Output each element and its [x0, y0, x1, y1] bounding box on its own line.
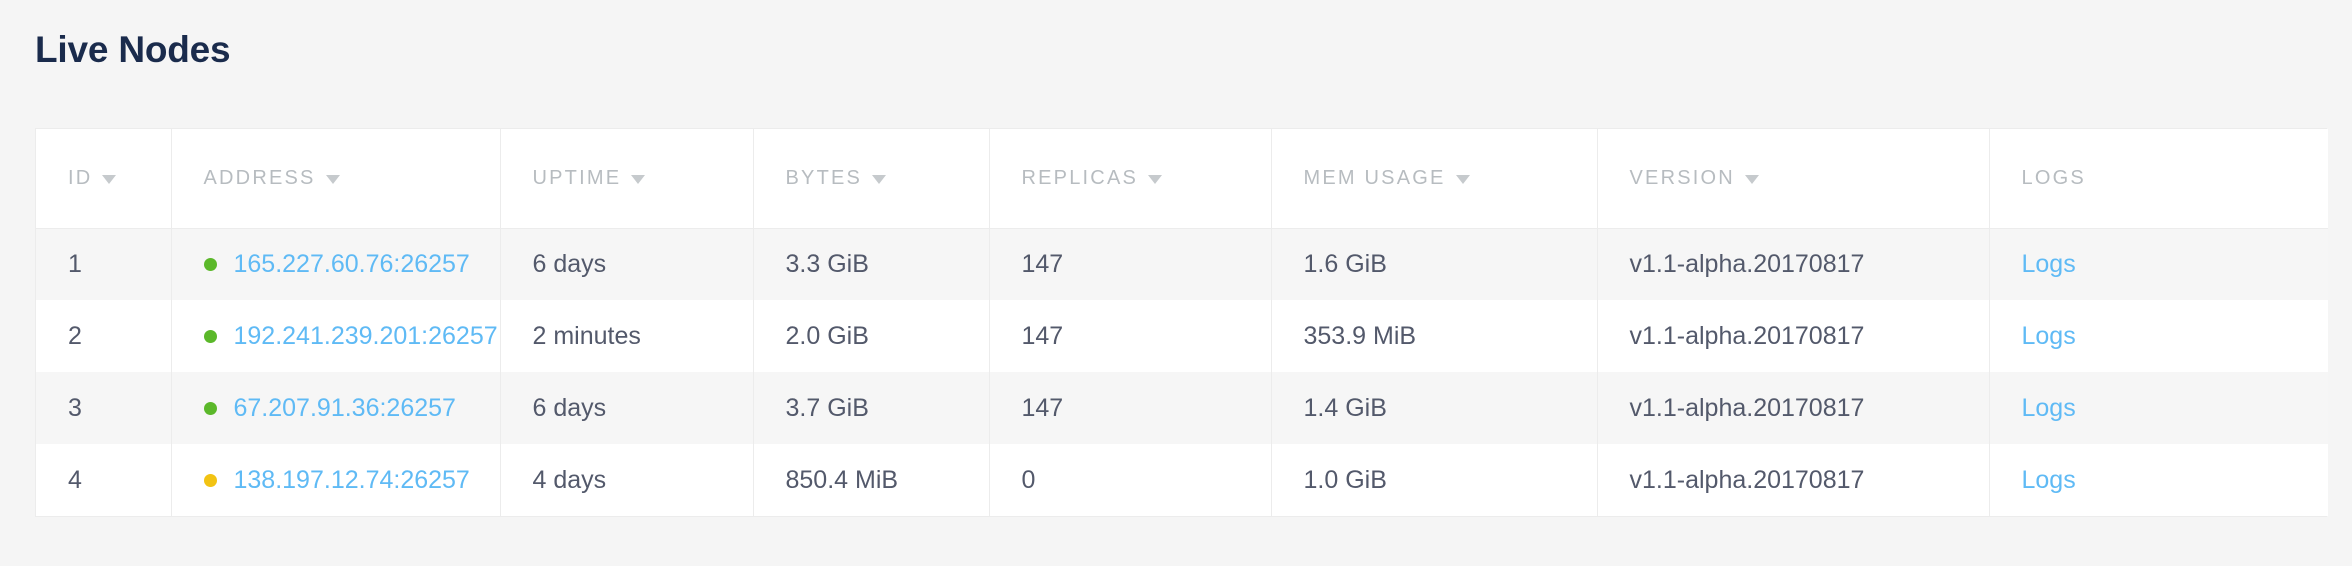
- column-header-bytes[interactable]: BYTES: [752, 129, 989, 229]
- logs-link[interactable]: Logs: [2021, 249, 2076, 278]
- sort-descending-icon[interactable]: [1455, 174, 1470, 184]
- live-nodes-table-container: ID ADDRESS UPTIME: [35, 128, 2328, 517]
- table-header-row: ID ADDRESS UPTIME: [36, 129, 2328, 229]
- cell-id: 3: [36, 372, 171, 444]
- table-row[interactable]: 2 192.241.239.201:26257 2 minutes 2.0 Gi…: [36, 300, 2328, 372]
- cell-address: 165.227.60.76:26257: [170, 228, 500, 300]
- column-header-logs-label: LOGS: [2021, 166, 2086, 189]
- column-header-logs: LOGS: [1988, 129, 2328, 229]
- cell-version: v1.1-alpha.20170817: [1596, 372, 1989, 444]
- column-header-id[interactable]: ID: [36, 129, 171, 229]
- cell-logs: Logs: [1988, 372, 2328, 444]
- status-dot-healthy-icon: [203, 257, 217, 271]
- status-dot-healthy-icon: [203, 401, 217, 415]
- cell-version: v1.1-alpha.20170817: [1596, 228, 1989, 300]
- cell-address: 67.207.91.36:26257: [170, 372, 500, 444]
- sort-descending-icon[interactable]: [1744, 174, 1759, 184]
- cell-uptime: 2 minutes: [499, 300, 753, 372]
- cell-bytes: 3.7 GiB: [752, 372, 989, 444]
- cell-mem-usage: 1.0 GiB: [1270, 444, 1597, 516]
- column-header-uptime-label: UPTIME: [532, 166, 622, 189]
- table-row[interactable]: 4 138.197.12.74:26257 4 days 850.4 MiB 0…: [36, 444, 2328, 516]
- cell-bytes: 2.0 GiB: [752, 300, 989, 372]
- status-dot-healthy-icon: [203, 329, 217, 343]
- cell-id: 4: [36, 444, 171, 516]
- cell-mem-usage: 353.9 MiB: [1270, 300, 1597, 372]
- column-header-version-label: VERSION: [1629, 166, 1735, 189]
- address-link[interactable]: 165.227.60.76:26257: [233, 249, 470, 278]
- column-header-version[interactable]: VERSION: [1596, 129, 1989, 229]
- live-nodes-table: ID ADDRESS UPTIME: [36, 129, 2328, 516]
- cell-replicas: 147: [988, 228, 1271, 300]
- cell-id: 1: [36, 228, 171, 300]
- sort-descending-icon[interactable]: [102, 174, 117, 184]
- address-link[interactable]: 192.241.239.201:26257: [233, 321, 498, 350]
- cell-bytes: 850.4 MiB: [752, 444, 989, 516]
- cell-version: v1.1-alpha.20170817: [1596, 300, 1989, 372]
- cell-logs: Logs: [1988, 444, 2328, 516]
- cell-version: v1.1-alpha.20170817: [1596, 444, 1989, 516]
- column-header-uptime[interactable]: UPTIME: [499, 129, 753, 229]
- table-header: ID ADDRESS UPTIME: [36, 129, 2328, 229]
- cell-replicas: 0: [988, 444, 1271, 516]
- address-link[interactable]: 138.197.12.74:26257: [233, 465, 470, 494]
- column-header-address[interactable]: ADDRESS: [170, 129, 500, 229]
- cell-id: 2: [36, 300, 171, 372]
- sort-descending-icon[interactable]: [325, 174, 340, 184]
- table-row[interactable]: 1 165.227.60.76:26257 6 days 3.3 GiB 147…: [36, 228, 2328, 300]
- column-header-mem-usage-label: MEM USAGE: [1303, 166, 1446, 189]
- logs-link[interactable]: Logs: [2021, 465, 2076, 494]
- cell-uptime: 6 days: [499, 228, 753, 300]
- page-title: Live Nodes: [35, 29, 231, 70]
- cell-mem-usage: 1.6 GiB: [1270, 228, 1597, 300]
- cell-logs: Logs: [1988, 300, 2328, 372]
- logs-link[interactable]: Logs: [2021, 393, 2076, 422]
- column-header-replicas[interactable]: REPLICAS: [988, 129, 1271, 229]
- column-header-bytes-label: BYTES: [785, 166, 863, 189]
- logs-link[interactable]: Logs: [2021, 321, 2076, 350]
- column-header-replicas-label: REPLICAS: [1021, 166, 1139, 189]
- cell-uptime: 4 days: [499, 444, 753, 516]
- cell-address: 138.197.12.74:26257: [170, 444, 500, 516]
- sort-descending-icon[interactable]: [872, 174, 887, 184]
- address-link[interactable]: 67.207.91.36:26257: [233, 393, 456, 422]
- cell-uptime: 6 days: [499, 372, 753, 444]
- cell-logs: Logs: [1988, 228, 2328, 300]
- status-dot-warning-icon: [203, 473, 217, 487]
- column-header-mem-usage[interactable]: MEM USAGE: [1270, 129, 1597, 229]
- column-header-address-label: ADDRESS: [203, 166, 316, 189]
- table-row[interactable]: 3 67.207.91.36:26257 6 days 3.7 GiB 147 …: [36, 372, 2328, 444]
- column-header-id-label: ID: [68, 166, 93, 189]
- cell-address: 192.241.239.201:26257: [170, 300, 500, 372]
- cell-bytes: 3.3 GiB: [752, 228, 989, 300]
- table-body: 1 165.227.60.76:26257 6 days 3.3 GiB 147…: [36, 228, 2328, 516]
- cell-mem-usage: 1.4 GiB: [1270, 372, 1597, 444]
- cell-replicas: 147: [988, 372, 1271, 444]
- cell-replicas: 147: [988, 300, 1271, 372]
- sort-descending-icon[interactable]: [1148, 174, 1163, 184]
- sort-descending-icon[interactable]: [631, 174, 646, 184]
